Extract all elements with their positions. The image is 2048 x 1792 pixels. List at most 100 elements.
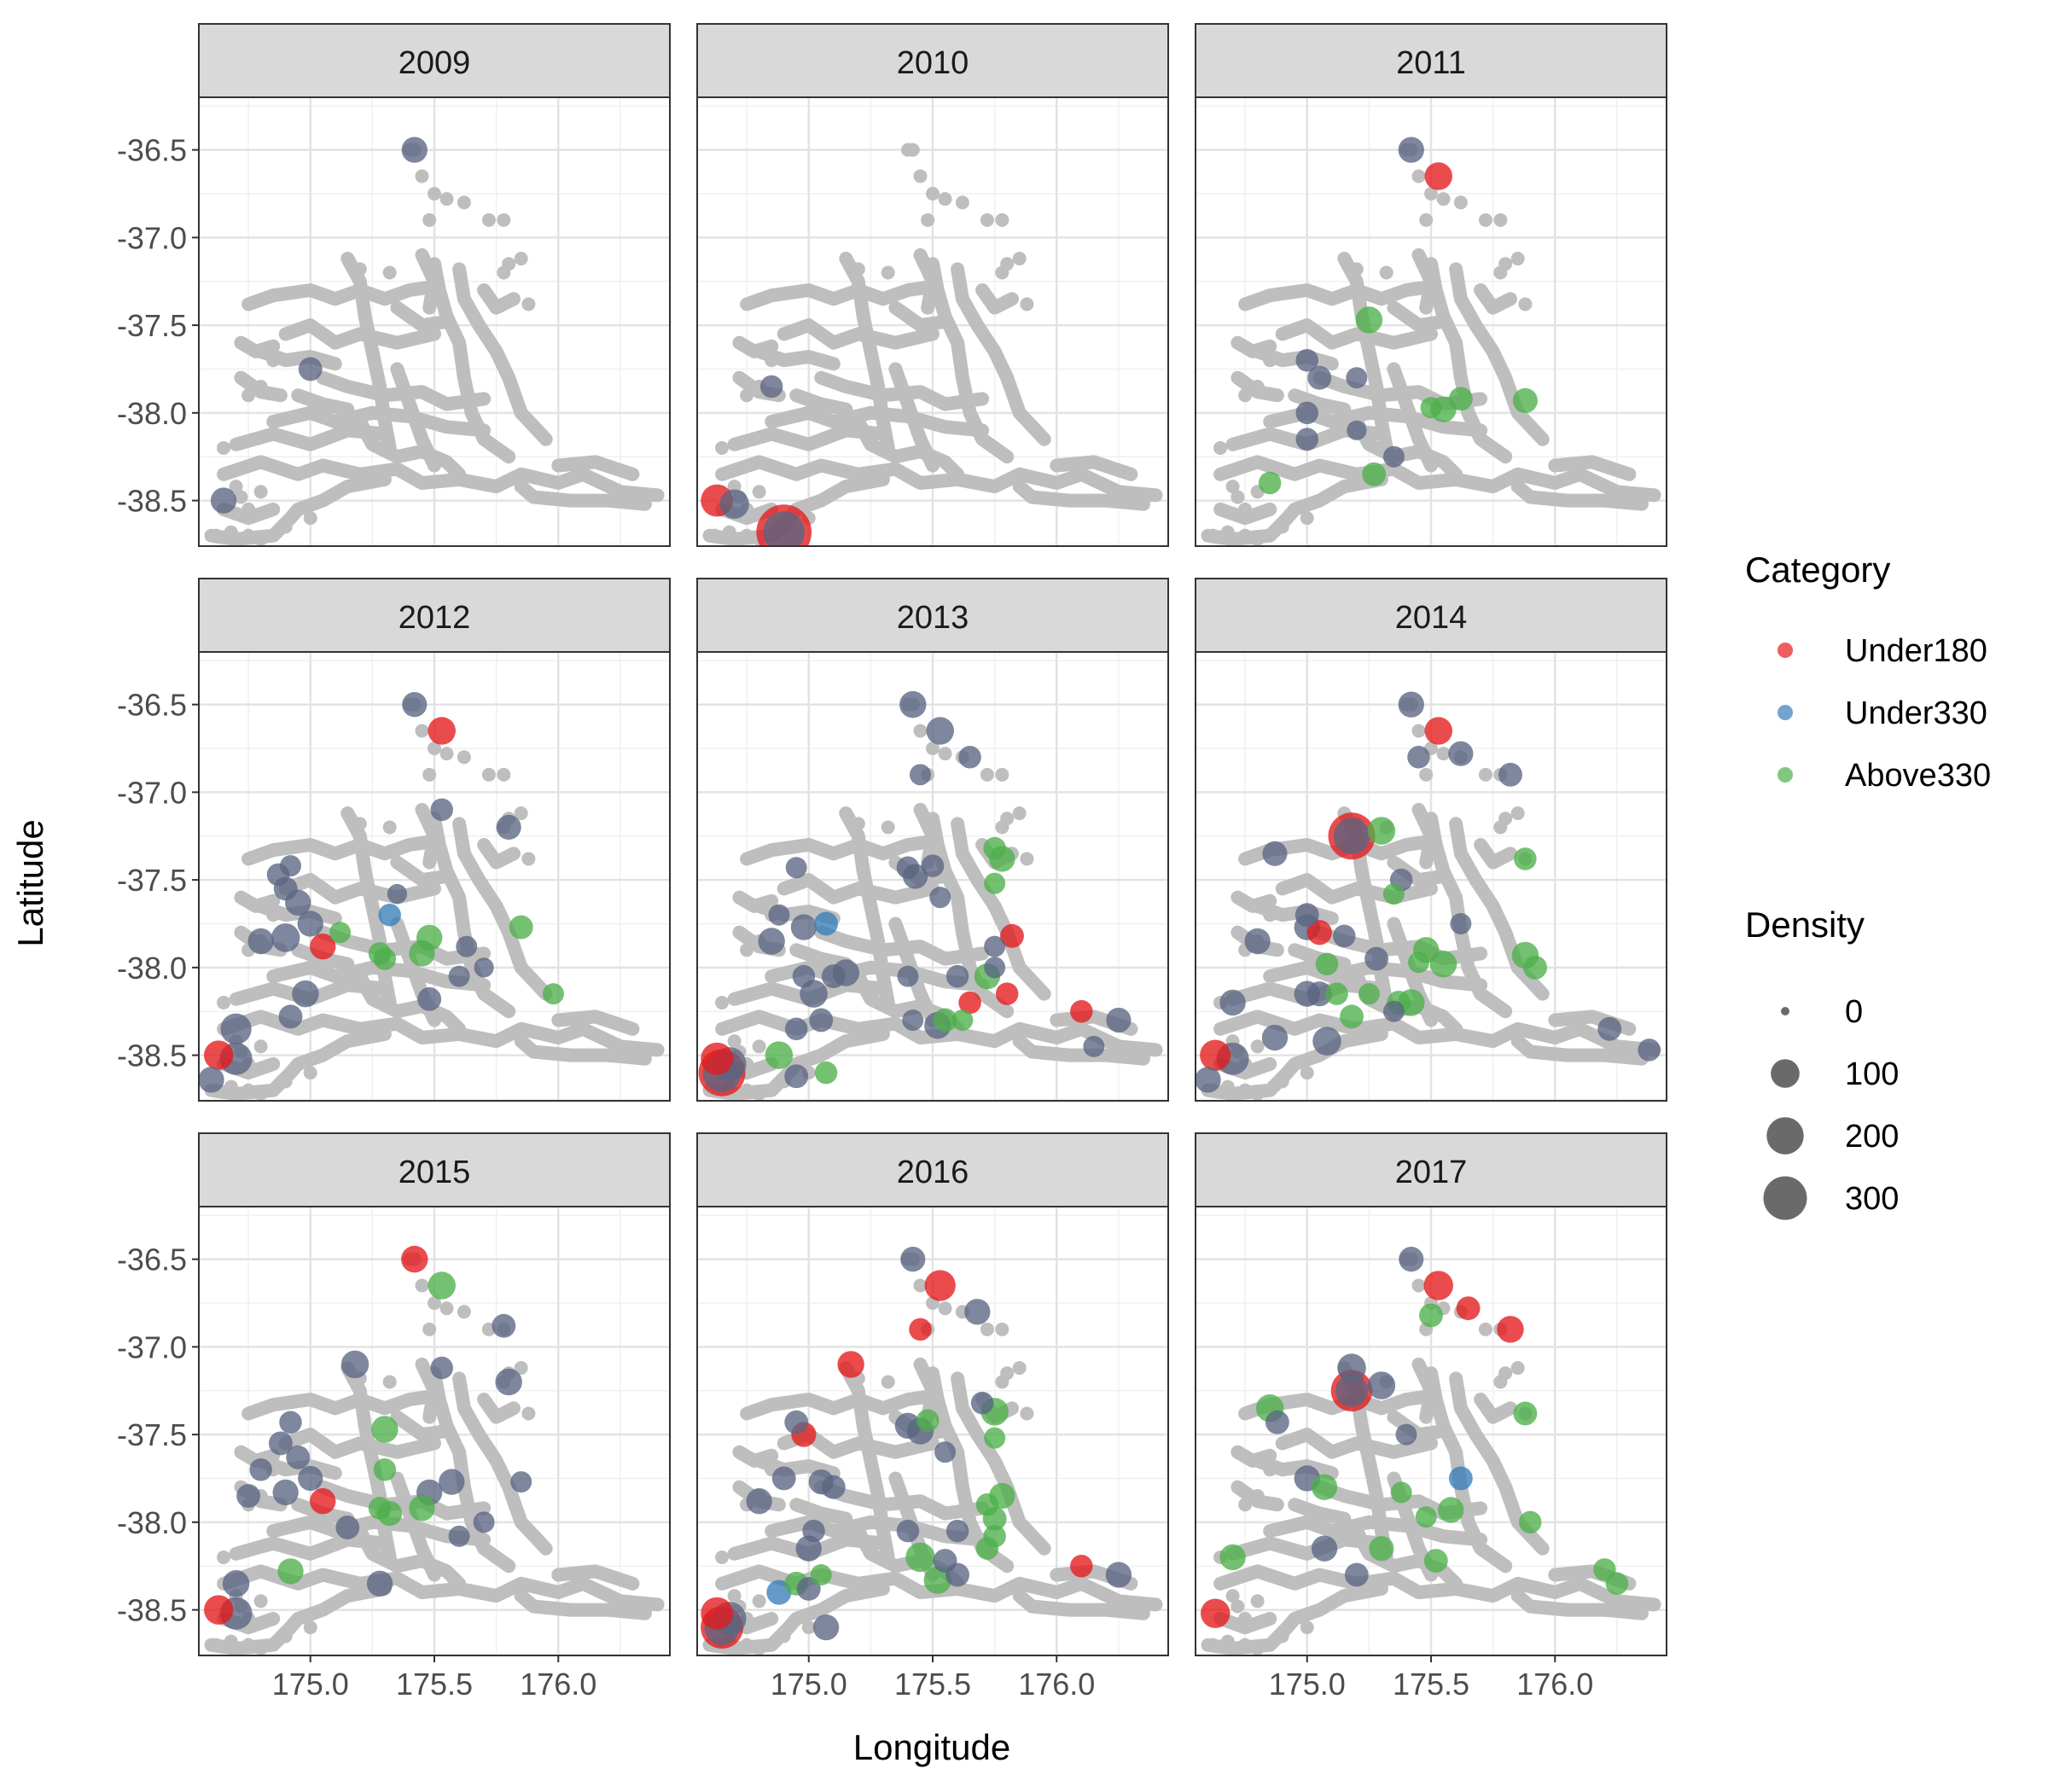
data-point <box>1448 1466 1473 1491</box>
data-point <box>473 1511 495 1533</box>
background-point <box>428 742 441 756</box>
background-track <box>1411 247 1438 315</box>
data-point <box>909 1318 932 1341</box>
background-track <box>1201 472 1388 546</box>
background-point <box>253 1641 268 1655</box>
background-track <box>291 388 355 416</box>
background-track <box>765 405 990 438</box>
data-point <box>916 1409 940 1432</box>
background-point <box>209 528 224 543</box>
background-point <box>1411 724 1426 738</box>
background-point <box>241 1083 256 1097</box>
data-point <box>1295 401 1318 425</box>
background-point <box>217 1550 231 1564</box>
y-tick-label: -38.0 <box>117 396 187 431</box>
background-point <box>1012 1361 1027 1376</box>
background-point <box>497 212 511 227</box>
data-point <box>771 1466 796 1491</box>
data-point <box>785 857 807 879</box>
background-point <box>1493 820 1508 835</box>
data-point <box>378 903 401 927</box>
data-point <box>448 965 470 987</box>
background-point <box>938 192 952 207</box>
background-track <box>1449 1371 1550 1556</box>
facet-panel-2009: 2009 -36.5 -37.0 -37.5 -38.0 -38.5 <box>117 23 671 547</box>
data-point <box>428 717 456 745</box>
data-point <box>1335 1374 1369 1407</box>
data-point <box>1306 981 1332 1007</box>
data-point <box>204 1040 234 1070</box>
background-track <box>477 1393 521 1424</box>
background-point <box>1250 1641 1265 1655</box>
data-point <box>456 935 478 957</box>
background-point <box>980 212 994 227</box>
data-point <box>821 1475 846 1499</box>
x-tick-label: 175.5 <box>396 1667 473 1702</box>
data-point <box>1514 847 1537 870</box>
background-track <box>951 817 1051 1001</box>
background-track <box>1411 802 1438 870</box>
background-point <box>740 1638 754 1652</box>
data-point <box>768 904 790 926</box>
background-point <box>715 995 730 1009</box>
facet-strip-label: 2011 <box>1396 45 1466 81</box>
data-point <box>402 692 428 718</box>
background-track <box>551 1564 640 1591</box>
data-point <box>926 717 954 745</box>
data-point <box>765 1041 794 1069</box>
data-point <box>1196 1067 1221 1093</box>
data-point <box>1340 1004 1364 1029</box>
background-point <box>1478 212 1492 227</box>
background-track <box>1288 388 1352 416</box>
background-point <box>224 1634 238 1649</box>
background-track <box>1387 855 1451 887</box>
data-point <box>1312 1027 1341 1056</box>
background-point <box>217 440 231 455</box>
background-point <box>241 528 256 543</box>
x-tick-label: 175.0 <box>1269 1667 1346 1702</box>
facet-strip-label: 2014 <box>1395 600 1468 636</box>
data-point <box>1070 999 1093 1023</box>
background-track <box>740 1388 940 1421</box>
background-point <box>722 525 736 539</box>
data-point <box>1083 1035 1105 1057</box>
legend-density-label: 300 <box>1845 1181 1899 1217</box>
data-point <box>272 1479 299 1506</box>
background-track <box>888 300 952 333</box>
data-point <box>1311 1535 1338 1562</box>
facet-panel-2017: 2017 175.0 175.5 176.0 <box>1195 1132 1667 1702</box>
facet-strip-label: 2012 <box>399 600 471 636</box>
background-point <box>801 1620 816 1635</box>
background-point <box>224 525 238 539</box>
data-point <box>448 1525 470 1547</box>
background-point <box>217 995 231 1009</box>
data-point <box>964 1299 991 1325</box>
background-point <box>253 485 268 499</box>
background-track <box>1238 279 1438 311</box>
facet-strip <box>1195 1132 1667 1207</box>
data-point <box>984 1427 1006 1449</box>
background-track <box>1275 318 1438 350</box>
data-points <box>698 690 1132 1097</box>
background-track <box>1213 1611 1277 1635</box>
legend-density-label: 0 <box>1845 994 1863 1030</box>
background-point <box>439 1301 454 1316</box>
y-tick-label: -37.5 <box>117 863 187 898</box>
data-point <box>701 1597 734 1630</box>
background-track <box>851 415 965 481</box>
background-point <box>253 380 268 394</box>
background-point <box>1012 806 1027 821</box>
data-point <box>905 1542 935 1573</box>
data-point <box>1346 367 1368 389</box>
data-point <box>1597 1016 1622 1041</box>
x-tick-label: 175.0 <box>771 1667 847 1702</box>
background-point <box>921 212 935 227</box>
background-point <box>1493 1375 1508 1389</box>
legend-density-entries: 0 100 200 300 <box>1763 994 1899 1220</box>
background-track <box>514 1589 652 1620</box>
background-track <box>1213 455 1661 503</box>
background-track <box>514 480 652 511</box>
background-point <box>1436 192 1451 207</box>
y-tick-label: -38.5 <box>117 484 187 519</box>
background-point <box>980 1322 994 1336</box>
